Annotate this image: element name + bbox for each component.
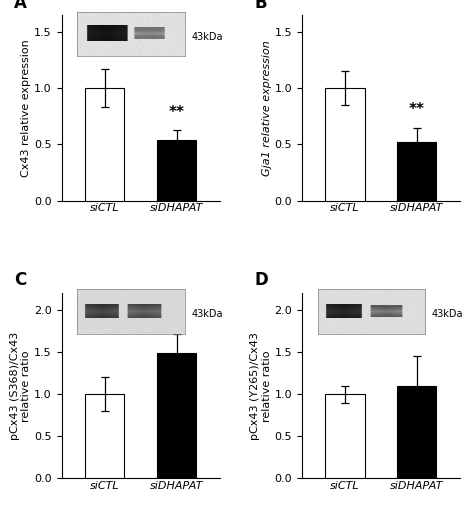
Text: **: ** (409, 102, 425, 118)
Bar (397, 386, 437, 478)
Text: D: D (255, 271, 268, 290)
Text: 43kDa: 43kDa (191, 309, 223, 320)
Bar (85, 88, 125, 201)
Bar (85, 394, 125, 478)
Text: 43kDa: 43kDa (431, 309, 463, 320)
Bar (397, 142, 437, 201)
Text: C: C (14, 271, 27, 290)
Bar (157, 140, 196, 201)
Y-axis label: pCx43 (Y265)/Cx43
relative ratio: pCx43 (Y265)/Cx43 relative ratio (250, 332, 272, 440)
Text: **: ** (169, 105, 184, 120)
Y-axis label: pCx43 (S368)/Cx43
relative ratio: pCx43 (S368)/Cx43 relative ratio (10, 332, 31, 440)
Text: *: * (173, 309, 181, 324)
Text: 43kDa: 43kDa (191, 32, 223, 42)
Bar (325, 394, 365, 478)
Bar (157, 353, 196, 478)
Y-axis label: Cx43 relative expression: Cx43 relative expression (21, 39, 31, 177)
Text: A: A (14, 0, 27, 12)
Y-axis label: Gja1 relative expression: Gja1 relative expression (262, 40, 272, 176)
Bar (325, 88, 365, 201)
Text: B: B (255, 0, 267, 12)
